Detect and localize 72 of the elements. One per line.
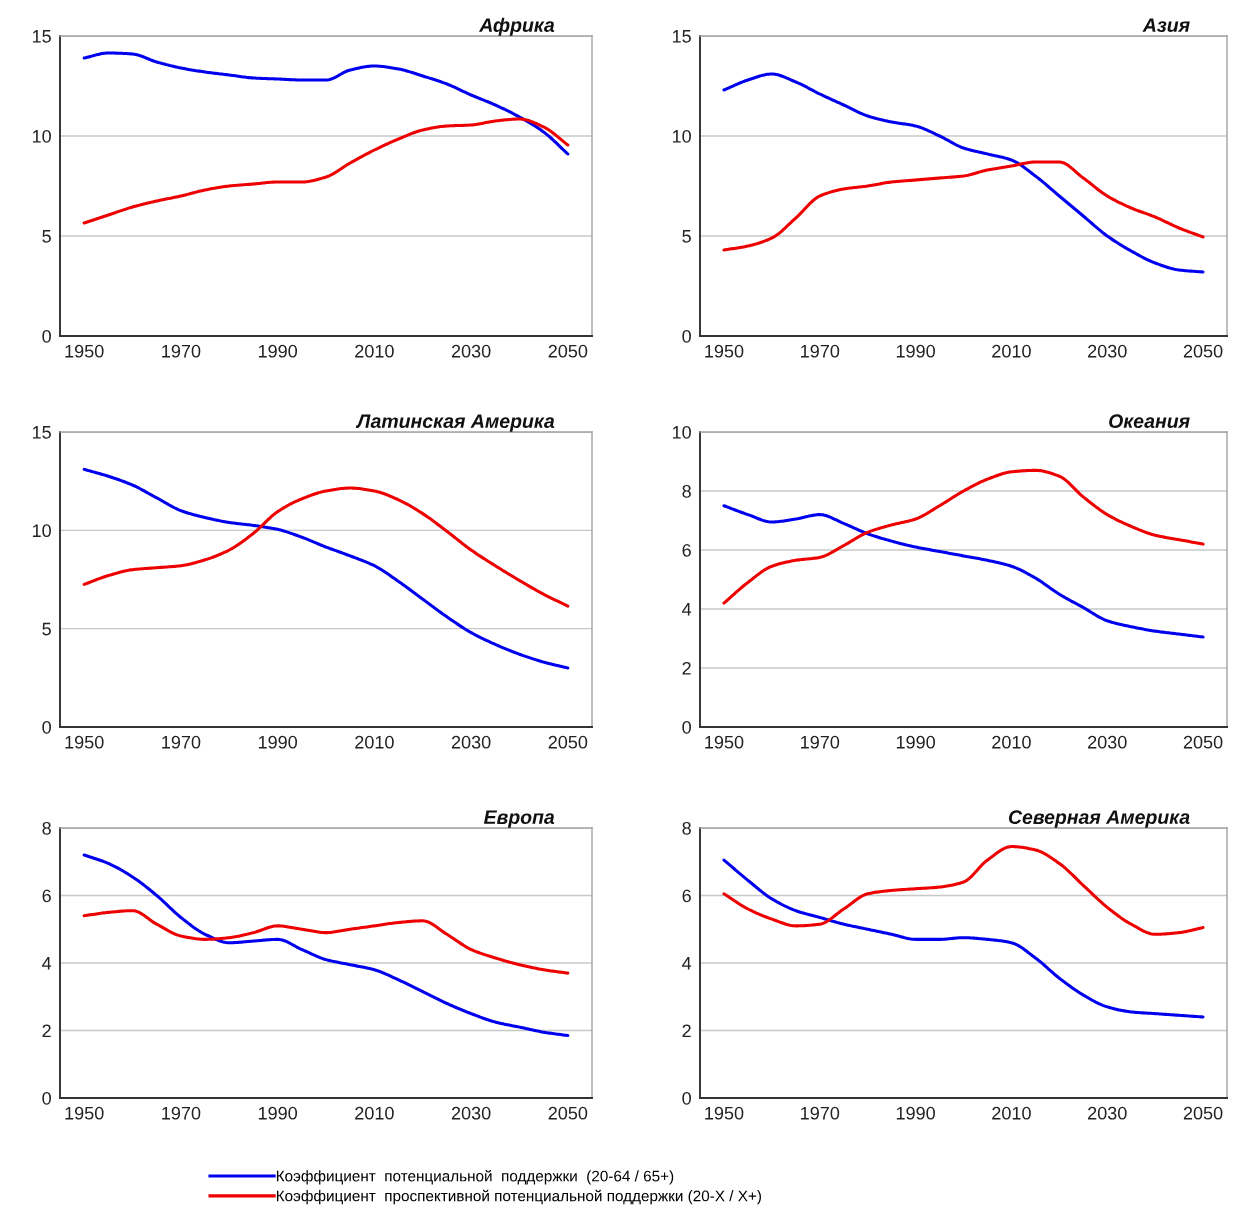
x-tick-label: 2050 — [1183, 344, 1223, 358]
x-tick-label: 1970 — [162, 1106, 201, 1120]
x-tick-label: 1990 — [258, 1106, 298, 1120]
chart-title: Африка — [478, 17, 555, 36]
x-tick-label: 2030 — [1088, 735, 1127, 749]
y-tick-label: 4 — [682, 957, 692, 970]
x-tick-label: 2050 — [548, 1106, 588, 1120]
x-tick-label: 2010 — [355, 1106, 394, 1120]
y-tick-label: 15 — [32, 426, 51, 439]
y-tick-label: 10 — [672, 425, 691, 439]
chart-title: Европа — [483, 810, 555, 828]
chart-title: Латинская Америка — [355, 414, 555, 432]
y-tick-label: 0 — [682, 1091, 691, 1105]
y-tick-label: 0 — [682, 720, 691, 734]
y-tick-label: 10 — [32, 129, 51, 143]
y-tick-label: 10 — [672, 129, 691, 143]
y-tick-label: 6 — [682, 889, 691, 903]
x-tick-label: 2030 — [451, 344, 491, 358]
y-tick-label: 15 — [672, 30, 691, 43]
x-tick-label: 2050 — [548, 344, 588, 358]
y-tick-label: 4 — [682, 603, 692, 616]
legend-label: Коэффициент потенциальной поддержки (20-64 / 65+) — [276, 1170, 674, 1185]
legend-label: Коэффициент проспективной потенциальной поддержки (20-X / X+) — [276, 1189, 761, 1205]
y-tick-label: 0 — [42, 1091, 51, 1105]
x-tick-label: 1990 — [896, 1106, 935, 1120]
x-tick-label: 2010 — [992, 735, 1031, 749]
x-tick-label: 1990 — [896, 344, 935, 358]
y-tick-label: 5 — [42, 230, 51, 243]
x-tick-label: 1970 — [801, 735, 840, 749]
x-tick-label: 2050 — [1183, 1106, 1223, 1120]
y-tick-label: 5 — [682, 230, 691, 243]
x-tick-label: 1990 — [258, 344, 298, 358]
y-tick-label: 8 — [682, 821, 691, 835]
x-tick-label: 2010 — [992, 1106, 1031, 1120]
x-tick-label: 2010 — [355, 344, 394, 358]
chart-title: Азия — [1142, 18, 1190, 33]
x-tick-label: 1970 — [162, 344, 201, 358]
y-tick-label: 0 — [42, 329, 51, 343]
x-tick-label: 2050 — [548, 735, 588, 749]
x-tick-label: 2050 — [1183, 735, 1223, 749]
y-tick-label: 8 — [682, 484, 691, 498]
x-tick-label: 2010 — [992, 344, 1031, 358]
chart-title: Северная Америка — [1008, 810, 1190, 828]
x-tick-label: 1950 — [65, 735, 104, 749]
y-tick-label: 2 — [682, 661, 691, 675]
chart-title: Океания — [1109, 414, 1190, 429]
y-tick-label: 10 — [32, 524, 51, 538]
y-tick-label: 2 — [42, 1024, 51, 1038]
y-tick-label: 6 — [682, 543, 691, 557]
y-tick-label: 6 — [42, 889, 51, 903]
x-tick-label: 1970 — [162, 735, 201, 749]
y-tick-label: 0 — [682, 329, 691, 343]
x-tick-label: 1950 — [705, 735, 744, 749]
x-tick-label: 1950 — [65, 1106, 104, 1120]
x-tick-label: 1950 — [705, 344, 744, 358]
x-tick-label: 1950 — [705, 1106, 744, 1120]
x-tick-label: 1970 — [801, 344, 840, 358]
x-tick-label: 1990 — [896, 735, 935, 749]
x-tick-label: 2030 — [451, 1106, 491, 1120]
y-tick-label: 15 — [32, 30, 51, 43]
y-tick-label: 4 — [42, 957, 52, 970]
x-tick-label: 1950 — [65, 344, 104, 358]
x-tick-label: 2010 — [355, 735, 394, 749]
y-tick-label: 0 — [42, 720, 51, 734]
x-tick-label: 1970 — [801, 1106, 840, 1120]
y-tick-label: 8 — [42, 821, 51, 835]
x-tick-label: 2030 — [1088, 344, 1127, 358]
y-tick-label: 5 — [42, 622, 51, 636]
y-tick-label: 2 — [682, 1024, 691, 1038]
x-tick-label: 2030 — [1088, 1106, 1127, 1120]
x-tick-label: 2030 — [451, 735, 491, 749]
x-tick-label: 1990 — [258, 735, 298, 749]
